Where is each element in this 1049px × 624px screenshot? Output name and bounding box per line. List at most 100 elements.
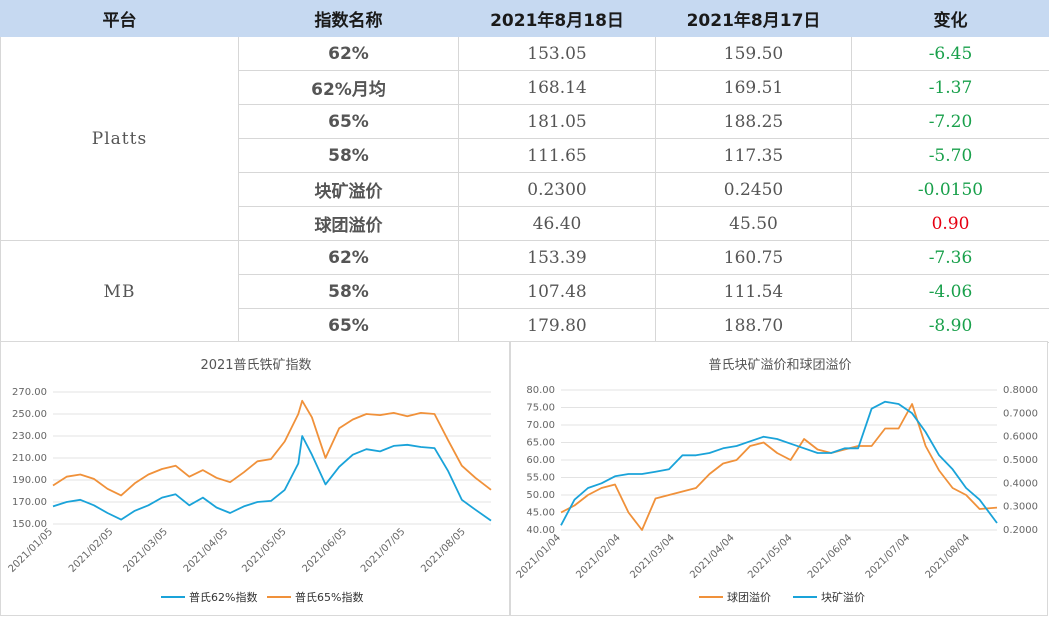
series-line-0 [52,435,492,522]
x-tick-label: 2021/02/04 [574,532,623,581]
y-tick-label: 270.00 [12,387,47,398]
chart-title: 2021普氏铁矿指数 [200,358,311,373]
value-aug18-cell: 179.80 [458,308,656,343]
table-row: 58% 107.48 111.54 -4.06 [1,274,1049,309]
index-name-cell: 62%月均 [238,70,459,105]
change-cell: -7.20 [851,104,1049,139]
x-tick-label: 2021/04/04 [688,532,737,581]
change-cell: -7.36 [851,240,1049,275]
value-aug18-cell: 46.40 [458,206,656,241]
y-right-tick-label: 0.6000 [1003,432,1038,443]
header-date-aug18: 2021年8月18日 [458,0,656,37]
value-aug18-cell: 181.05 [458,104,656,139]
x-tick-label: 2021/05/05 [240,526,289,575]
x-tick-label: 2021/06/05 [301,526,350,575]
legend-label-pellet: 球团溢价 [727,590,771,604]
legend-label-lump: 块矿溢价 [821,590,865,604]
y-tick-label: 170.00 [12,497,47,508]
value-aug18-cell: 168.14 [458,70,656,105]
x-tick-label: 2021/07/05 [359,526,408,575]
table-row: 65% 181.05 188.25 -7.20 [1,104,1049,139]
chart-title: 普氏块矿溢价和球团溢价 [708,358,851,373]
y-tick-label: 250.00 [12,409,47,420]
x-tick-label: 2021/04/05 [182,526,231,575]
platform-cell: Platts [0,36,239,241]
premium-chart-panel: 普氏块矿溢价和球团溢价 40.00 45.00 50.00 55.00 60.00 65.… [510,341,1048,616]
table-row: Platts 62% 153.05 159.50 -6.45 [0,36,1049,241]
y-right-tick-label: 0.3000 [1003,502,1038,513]
y-right-tick-label: 0.4000 [1003,478,1038,489]
table-row: 块矿溢价 0.2300 0.2450 -0.0150 [1,172,1049,207]
chart-legend: 普氏62%指数 普氏65%指数 [161,590,363,604]
value-aug17-cell: 159.50 [655,36,852,71]
table-row: MB 62% 153.39 160.75 -7.36 [0,240,1049,343]
header-index-name: 指数名称 [238,0,459,37]
value-aug18-cell: 153.39 [458,240,656,275]
change-cell: -1.37 [851,70,1049,105]
x-tick-label: 2021/03/04 [628,532,677,581]
price-table: 平台 指数名称 2021年8月18日 2021年8月17日 变化 Platts … [0,0,1049,343]
table-header-row: 平台 指数名称 2021年8月18日 2021年8月17日 变化 [0,0,1049,37]
value-aug17-cell: 0.2450 [655,172,852,207]
x-tick-label: 2021/01/04 [515,532,564,581]
index-name-cell: 62% [238,240,459,275]
y-tick-label: 75.00 [526,403,555,414]
y-right-tick-label: 0.8000 [1003,385,1038,396]
index-name-cell: 62% [238,36,459,71]
value-aug18-cell: 0.2300 [458,172,656,207]
platform-cell: MB [0,240,239,343]
table-row: 65% 179.80 188.70 -8.90 [1,308,1049,343]
y-tick-label: 55.00 [526,473,555,484]
index-name-cell: 58% [238,274,459,309]
y-tick-label: 50.00 [526,490,555,501]
value-aug17-cell: 160.75 [655,240,852,275]
chart-legend: 球团溢价 块矿溢价 [699,590,865,604]
change-cell: 0.90 [851,206,1049,241]
change-cell: -0.0150 [851,172,1049,207]
value-aug18-cell: 111.65 [458,138,656,173]
change-cell: -5.70 [851,138,1049,173]
change-cell: -6.45 [851,36,1049,71]
header-platform: 平台 [0,0,239,37]
change-cell: -4.06 [851,274,1049,309]
table-row: 球团溢价 46.40 45.50 0.90 [1,206,1049,241]
iron-ore-index-chart: 2021普氏铁矿指数 150.00 170.00 190.00 210.00 230.0… [7,358,492,604]
y-tick-label: 70.00 [526,420,555,431]
y-tick-label: 60.00 [526,455,555,466]
index-name-cell: 65% [238,308,459,343]
x-tick-label: 2021/05/04 [746,532,795,581]
table-row: 58% 111.65 117.35 -5.70 [1,138,1049,173]
header-date-aug17: 2021年8月17日 [655,0,852,37]
x-tick-label: 2021/08/04 [924,532,973,581]
value-aug17-cell: 169.51 [655,70,852,105]
y-tick-label: 80.00 [526,385,555,396]
header-change: 变化 [851,0,1049,37]
index-name-cell: 块矿溢价 [238,172,459,207]
y-right-tick-label: 0.5000 [1003,455,1038,466]
premium-chart: 普氏块矿溢价和球团溢价 40.00 45.00 50.00 55.00 60.00 65.… [515,358,1038,604]
x-tick-label: 2021/06/04 [806,532,855,581]
iron-ore-index-chart-panel: 2021普氏铁矿指数 150.00 170.00 190.00 210.00 230.0… [0,341,510,616]
y-tick-label: 210.00 [12,453,47,464]
series-line-0 [560,403,998,531]
legend-label-65: 普氏65%指数 [295,590,363,604]
y-tick-label: 65.00 [526,438,555,449]
y-right-tick-label: 0.7000 [1003,408,1038,419]
index-name-cell: 58% [238,138,459,173]
series-line-1 [560,400,998,526]
x-tick-label: 2021/01/05 [7,526,56,575]
legend-label-62: 普氏62%指数 [189,590,257,604]
value-aug17-cell: 188.25 [655,104,852,139]
value-aug18-cell: 107.48 [458,274,656,309]
value-aug17-cell: 45.50 [655,206,852,241]
value-aug17-cell: 111.54 [655,274,852,309]
x-tick-label: 2021/07/04 [864,532,913,581]
x-tick-label: 2021/08/05 [419,526,468,575]
table-row: 62%月均 168.14 169.51 -1.37 [1,70,1049,105]
y-tick-label: 45.00 [526,508,555,519]
y-tick-label: 150.00 [12,519,47,530]
x-tick-label: 2021/03/05 [121,526,170,575]
index-name-cell: 65% [238,104,459,139]
y-tick-label: 40.00 [526,525,555,536]
x-tick-label: 2021/02/05 [67,526,116,575]
